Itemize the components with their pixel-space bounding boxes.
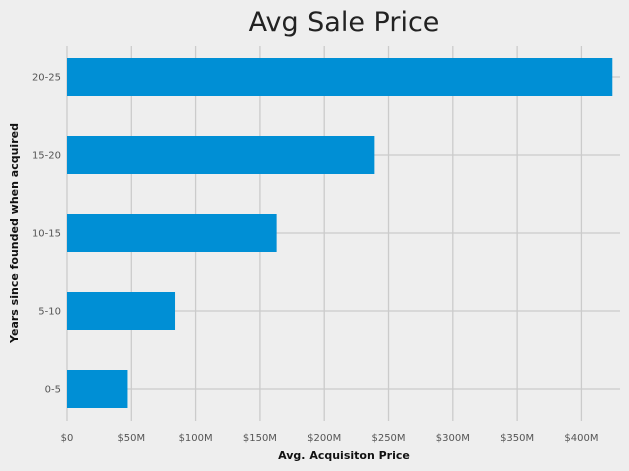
x-tick-label: $50M xyxy=(117,433,145,444)
bar-20-25 xyxy=(67,58,613,96)
bar-15-20 xyxy=(67,136,375,174)
chart-title: Avg Sale Price xyxy=(249,7,440,38)
y-tick-labels: 0-5 5-10 10-15 15-20 20-25 xyxy=(32,73,61,396)
y-tick-label: 5-10 xyxy=(38,307,61,318)
bar-5-10 xyxy=(67,292,176,330)
x-tick-label: $400M xyxy=(564,433,598,444)
bar-0-5 xyxy=(67,370,128,408)
y-tick-label: 10-15 xyxy=(32,229,61,240)
x-tick-label: $150M xyxy=(243,433,277,444)
bars xyxy=(67,58,613,408)
x-tick-label: $100M xyxy=(179,433,213,444)
x-tick-label: $200M xyxy=(307,433,341,444)
y-tick-label: 0-5 xyxy=(45,385,61,396)
x-tick-label: $300M xyxy=(436,433,470,444)
x-tick-label: $350M xyxy=(500,433,534,444)
x-axis-label: Avg. Acquisiton Price xyxy=(278,449,410,462)
x-tick-label: $0 xyxy=(61,433,74,444)
y-axis-label: Years since founded when acquired xyxy=(8,123,21,344)
x-tick-labels: $0 $50M $100M $150M $200M $250M $300M $350M $400… xyxy=(61,433,599,444)
y-tick-label: 15-20 xyxy=(32,151,61,162)
y-tick-label: 20-25 xyxy=(32,73,61,84)
x-tick-label: $250M xyxy=(371,433,405,444)
bar-10-15 xyxy=(67,214,277,252)
